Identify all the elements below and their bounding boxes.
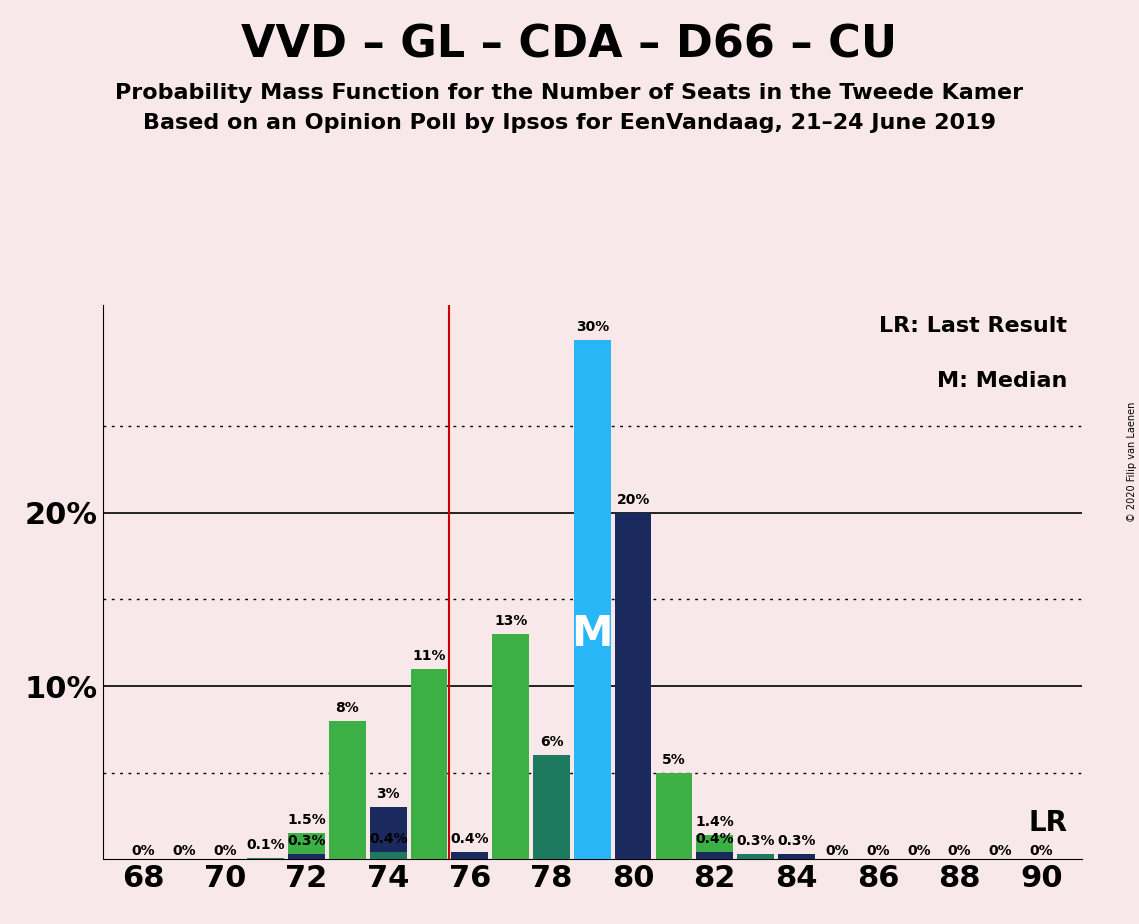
Text: 0%: 0% [213, 845, 237, 858]
Text: 6%: 6% [540, 736, 564, 749]
Text: 20%: 20% [616, 492, 649, 506]
Text: 13%: 13% [494, 614, 527, 628]
Text: 0%: 0% [948, 845, 972, 858]
Bar [370, 852, 407, 859]
Text: 0%: 0% [866, 845, 890, 858]
Bar [656, 772, 693, 859]
Text: 0.1%: 0.1% [246, 837, 285, 852]
Text: 8%: 8% [336, 700, 359, 714]
Text: M: M [572, 614, 613, 655]
Text: 0.4%: 0.4% [369, 833, 408, 846]
Text: 0.3%: 0.3% [777, 834, 816, 848]
Bar [288, 833, 325, 859]
Text: 0%: 0% [131, 845, 155, 858]
Text: 0.4%: 0.4% [696, 833, 734, 846]
Text: 11%: 11% [412, 649, 445, 663]
Bar [370, 808, 407, 859]
Bar [247, 857, 284, 859]
Text: 0%: 0% [826, 845, 849, 858]
Bar [737, 854, 773, 859]
Text: 30%: 30% [575, 320, 609, 334]
Text: 0%: 0% [1030, 845, 1054, 858]
Text: 0%: 0% [907, 845, 931, 858]
Text: 1.4%: 1.4% [695, 815, 735, 829]
Text: 5%: 5% [662, 753, 686, 767]
Bar [696, 835, 734, 859]
Text: 3%: 3% [376, 787, 400, 801]
Text: Probability Mass Function for the Number of Seats in the Tweede Kamer: Probability Mass Function for the Number… [115, 83, 1024, 103]
Text: Based on an Opinion Poll by Ipsos for EenVandaag, 21–24 June 2019: Based on an Opinion Poll by Ipsos for Ee… [144, 113, 995, 133]
Bar [696, 852, 734, 859]
Text: 1.5%: 1.5% [287, 813, 326, 827]
Bar [574, 340, 611, 859]
Text: 0%: 0% [989, 845, 1013, 858]
Bar [329, 721, 366, 859]
Text: 0%: 0% [172, 845, 196, 858]
Bar [533, 756, 570, 859]
Bar [615, 513, 652, 859]
Text: © 2020 Filip van Laenen: © 2020 Filip van Laenen [1126, 402, 1137, 522]
Text: 0.3%: 0.3% [736, 834, 775, 848]
Text: LR: LR [1029, 809, 1067, 837]
Text: 0.3%: 0.3% [287, 834, 326, 848]
Bar [492, 634, 528, 859]
Bar [451, 852, 489, 859]
Bar [778, 854, 814, 859]
Bar [411, 669, 448, 859]
Text: 0.4%: 0.4% [451, 833, 489, 846]
Text: LR: Last Result: LR: Last Result [879, 316, 1067, 336]
Bar [288, 854, 325, 859]
Text: VVD – GL – CDA – D66 – CU: VVD – GL – CDA – D66 – CU [241, 23, 898, 67]
Text: M: Median: M: Median [937, 371, 1067, 392]
